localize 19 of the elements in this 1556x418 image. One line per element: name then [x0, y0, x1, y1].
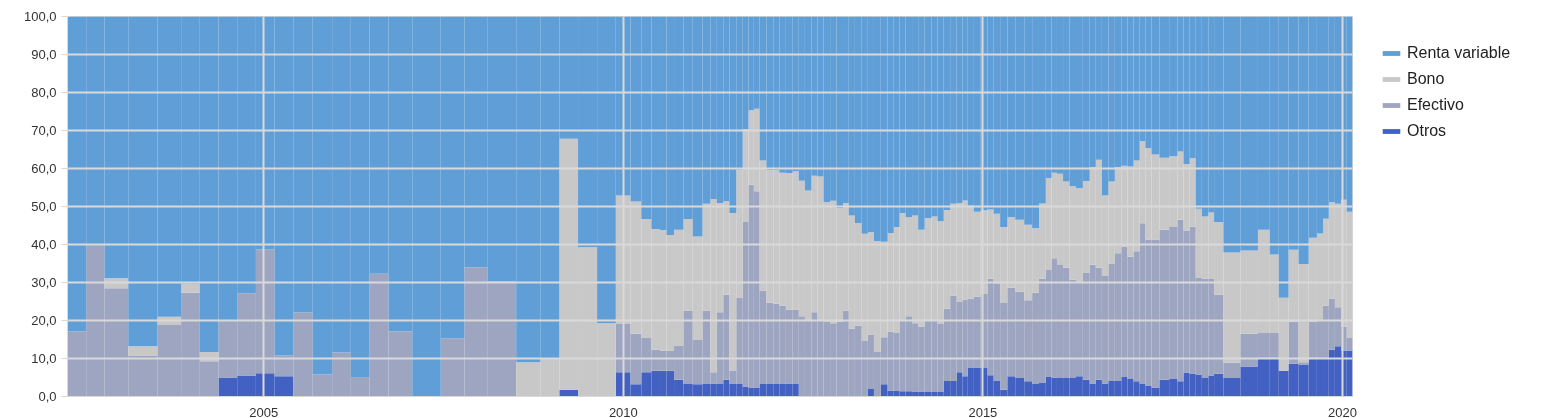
y-tick-label: 70,0	[31, 123, 57, 138]
legend-label: Renta variable	[1407, 44, 1511, 62]
y-tick-label: 30,0	[31, 275, 57, 290]
legend-label: Otros	[1407, 122, 1447, 140]
x-tick-label: 2005	[249, 404, 279, 418]
legend-label: Efectivo	[1407, 96, 1464, 114]
legend-label: Bono	[1407, 70, 1445, 88]
x-tick-label: 2010	[608, 404, 638, 418]
y-tick-label: 100,0	[23, 9, 57, 24]
x-tick-label: 2020	[1327, 404, 1357, 418]
y-tick-label: 0,0	[38, 389, 57, 404]
y-tick-label: 40,0	[31, 237, 57, 252]
y-tick-label: 80,0	[31, 85, 57, 100]
y-tick-label: 50,0	[31, 199, 57, 214]
y-tick-label: 90,0	[31, 47, 57, 62]
y-tick-label: 60,0	[31, 161, 57, 176]
y-tick-label: 20,0	[31, 313, 57, 328]
x-tick-label: 2015	[968, 404, 998, 418]
y-tick-label: 10,0	[31, 351, 57, 366]
